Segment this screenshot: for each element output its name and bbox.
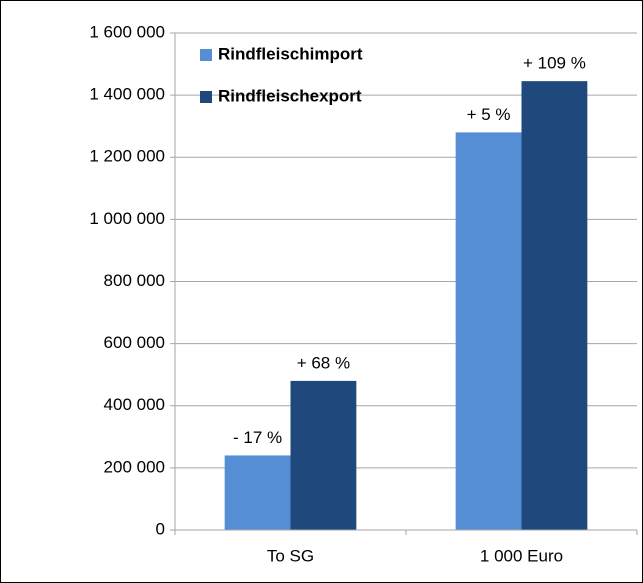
- y-tick-label: 400 000: [104, 395, 165, 414]
- bar: [521, 81, 588, 530]
- bar: [290, 380, 357, 530]
- bar-annotation: + 5 %: [467, 105, 511, 124]
- y-tick-label: 1 400 000: [89, 85, 165, 104]
- legend-label: Rindfleischimport: [218, 44, 363, 63]
- y-tick-label: 200 000: [104, 457, 165, 476]
- y-tick-label: 600 000: [104, 333, 165, 352]
- y-tick-label: 1 000 000: [89, 209, 165, 228]
- x-tick-label: To SG: [267, 546, 314, 565]
- y-tick-label: 0: [156, 519, 165, 538]
- bar-annotation: + 109 %: [523, 54, 586, 73]
- bar: [455, 132, 522, 530]
- x-tick-label: 1 000 Euro: [480, 546, 563, 565]
- bar-annotation: + 68 %: [297, 353, 350, 372]
- y-tick-label: 1 600 000: [89, 22, 165, 41]
- y-tick-label: 800 000: [104, 271, 165, 290]
- legend-label: Rindfleischexport: [218, 86, 362, 105]
- legend-swatch: [200, 91, 212, 103]
- bar-annotation: - 17 %: [233, 428, 282, 447]
- legend: Rindfleischimport Rindfleischexport: [200, 44, 363, 105]
- legend-swatch: [200, 49, 212, 61]
- bar: [224, 455, 291, 530]
- y-tick-label: 1 200 000: [89, 147, 165, 166]
